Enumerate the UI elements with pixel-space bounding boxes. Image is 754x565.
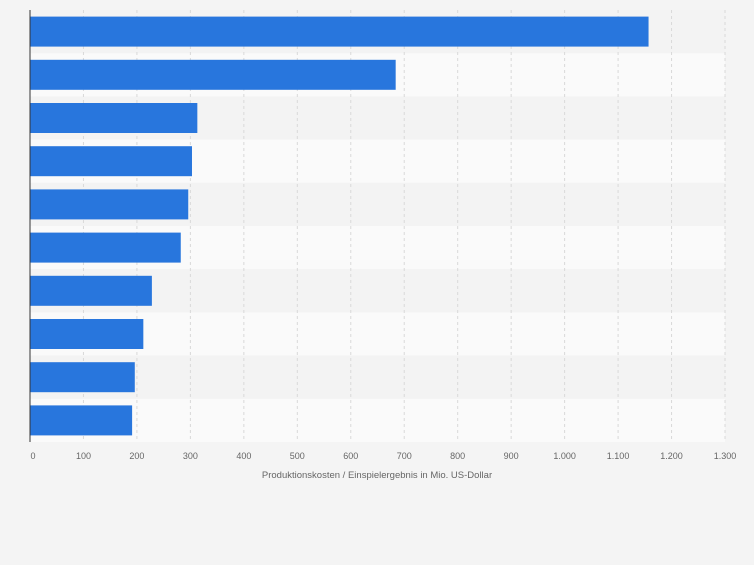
- x-tick-label: 1.000: [553, 451, 576, 461]
- x-tick-label: 1.200: [660, 451, 683, 461]
- row-band: [30, 355, 725, 399]
- bar[interactable]: [30, 319, 144, 349]
- x-tick-label: 1.100: [607, 451, 630, 461]
- bar[interactable]: [30, 232, 181, 263]
- x-tick-label: 200: [129, 451, 144, 461]
- x-tick-label: 900: [504, 451, 519, 461]
- x-tick-labels: 0 100 200 300 400 500 600 700 800 900 1.000 1.100 1.…: [30, 451, 736, 461]
- row-band: [30, 312, 725, 356]
- row-band: [30, 398, 725, 442]
- x-axis-label: Produktionskosten / Einspielergebnis in …: [262, 470, 492, 481]
- bar[interactable]: [30, 275, 152, 306]
- x-tick-label: 400: [236, 451, 251, 461]
- x-tick-label: 500: [290, 451, 305, 461]
- bar[interactable]: [30, 189, 189, 220]
- x-tick-label: 1.300: [714, 451, 737, 461]
- bar[interactable]: [30, 59, 396, 90]
- bar[interactable]: [30, 362, 135, 393]
- x-tick-label: 700: [397, 451, 412, 461]
- bar[interactable]: [30, 16, 649, 47]
- x-tick-label: 100: [76, 451, 91, 461]
- x-tick-label: 800: [450, 451, 465, 461]
- bar[interactable]: [30, 146, 192, 177]
- bar[interactable]: [30, 103, 198, 133]
- bars: [30, 16, 649, 436]
- x-tick-label: 0: [30, 451, 35, 461]
- bar[interactable]: [30, 405, 133, 436]
- x-tick-label: 600: [343, 451, 358, 461]
- x-tick-label: 300: [183, 451, 198, 461]
